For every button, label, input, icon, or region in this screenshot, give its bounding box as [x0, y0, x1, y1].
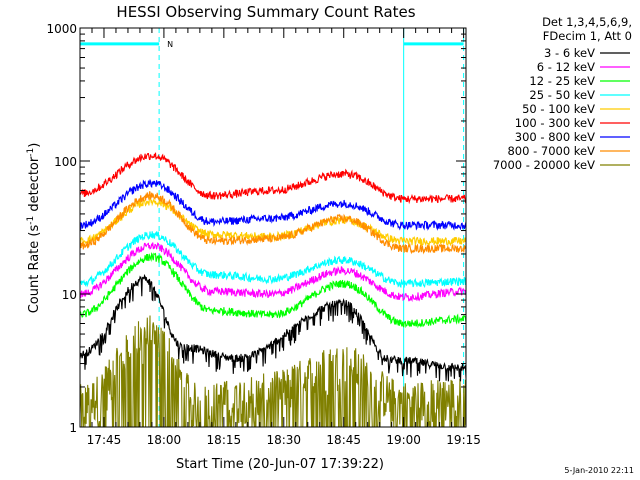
legend-entry-label: 50 - 100 keV [522, 102, 595, 116]
series-line [80, 315, 466, 427]
x-tick-label: 17:45 [87, 433, 122, 447]
series-layer [80, 28, 466, 427]
legend-header-line: Det 1,3,4,5,6,9, [542, 15, 632, 29]
legend-header-line: FDecim 1, Att 0 [543, 29, 632, 43]
legend-entry-label: 100 - 300 keV [515, 116, 595, 130]
legend-entry-label: 6 - 12 keV [537, 60, 595, 74]
legend-entry-label: 300 - 800 keV [515, 130, 595, 144]
y-tick-label: 1000 [46, 22, 77, 36]
y-axis-label-superscript: -1 [26, 216, 36, 225]
series-line [80, 191, 466, 255]
y-tick-label: 100 [54, 155, 77, 169]
plot-frame [79, 27, 467, 428]
y-axis: 1 10 100 1000 [46, 22, 466, 435]
x-tick-label: 18:45 [326, 433, 361, 447]
series-line [80, 242, 466, 303]
chart-title: HESSI Observing Summary Count Rates [116, 3, 415, 21]
x-tick-label: 19:00 [386, 433, 421, 447]
series-line [80, 252, 466, 329]
y-axis-label: Count Rate (s-1 detector-1) [26, 143, 42, 314]
y-tick-label: 1 [69, 421, 77, 435]
legend-entry-label: 12 - 25 keV [529, 74, 595, 88]
x-tick-label: 18:00 [147, 433, 182, 447]
y-axis-label-superscript: -1 [26, 148, 36, 157]
plot-area: N [80, 28, 466, 427]
series-line [80, 179, 466, 231]
date-stamp: 5-Jan-2010 22:11 [564, 466, 634, 475]
series-line [80, 231, 466, 288]
y-tick-label: 10 [62, 288, 77, 302]
x-tick-label: 19:15 [446, 433, 481, 447]
flag-label: N [167, 40, 173, 49]
x-tick-label: 18:30 [266, 433, 301, 447]
legend-entry-label: 25 - 50 keV [529, 88, 595, 102]
legend: Det 1,3,4,5,6,9, FDecim 1, Att 0 3 - 6 k… [493, 15, 632, 172]
x-tick-label: 18:15 [207, 433, 242, 447]
x-axis: 17:45 18:00 18:15 18:30 18:45 19:00 19:15 [87, 28, 481, 447]
series-line [80, 273, 466, 382]
legend-entry-label: 3 - 6 keV [544, 46, 595, 60]
series-line [80, 152, 466, 205]
legend-entry-label: 800 - 7000 keV [507, 144, 595, 158]
x-axis-label: Start Time (20-Jun-07 17:39:22) [176, 457, 384, 472]
legend-entry-label: 7000 - 20000 keV [493, 158, 595, 172]
